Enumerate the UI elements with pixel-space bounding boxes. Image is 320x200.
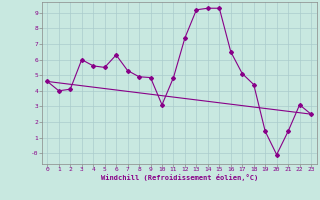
X-axis label: Windchill (Refroidissement éolien,°C): Windchill (Refroidissement éolien,°C) — [100, 174, 258, 181]
